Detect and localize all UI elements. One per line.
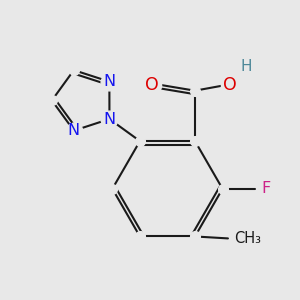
Text: F: F [261,181,271,196]
Text: N: N [103,112,116,127]
Text: N: N [68,123,80,138]
Text: O: O [223,76,237,94]
Text: H: H [240,59,252,74]
Text: O: O [145,76,158,94]
Text: CH₃: CH₃ [235,231,262,246]
Text: N: N [103,74,116,89]
